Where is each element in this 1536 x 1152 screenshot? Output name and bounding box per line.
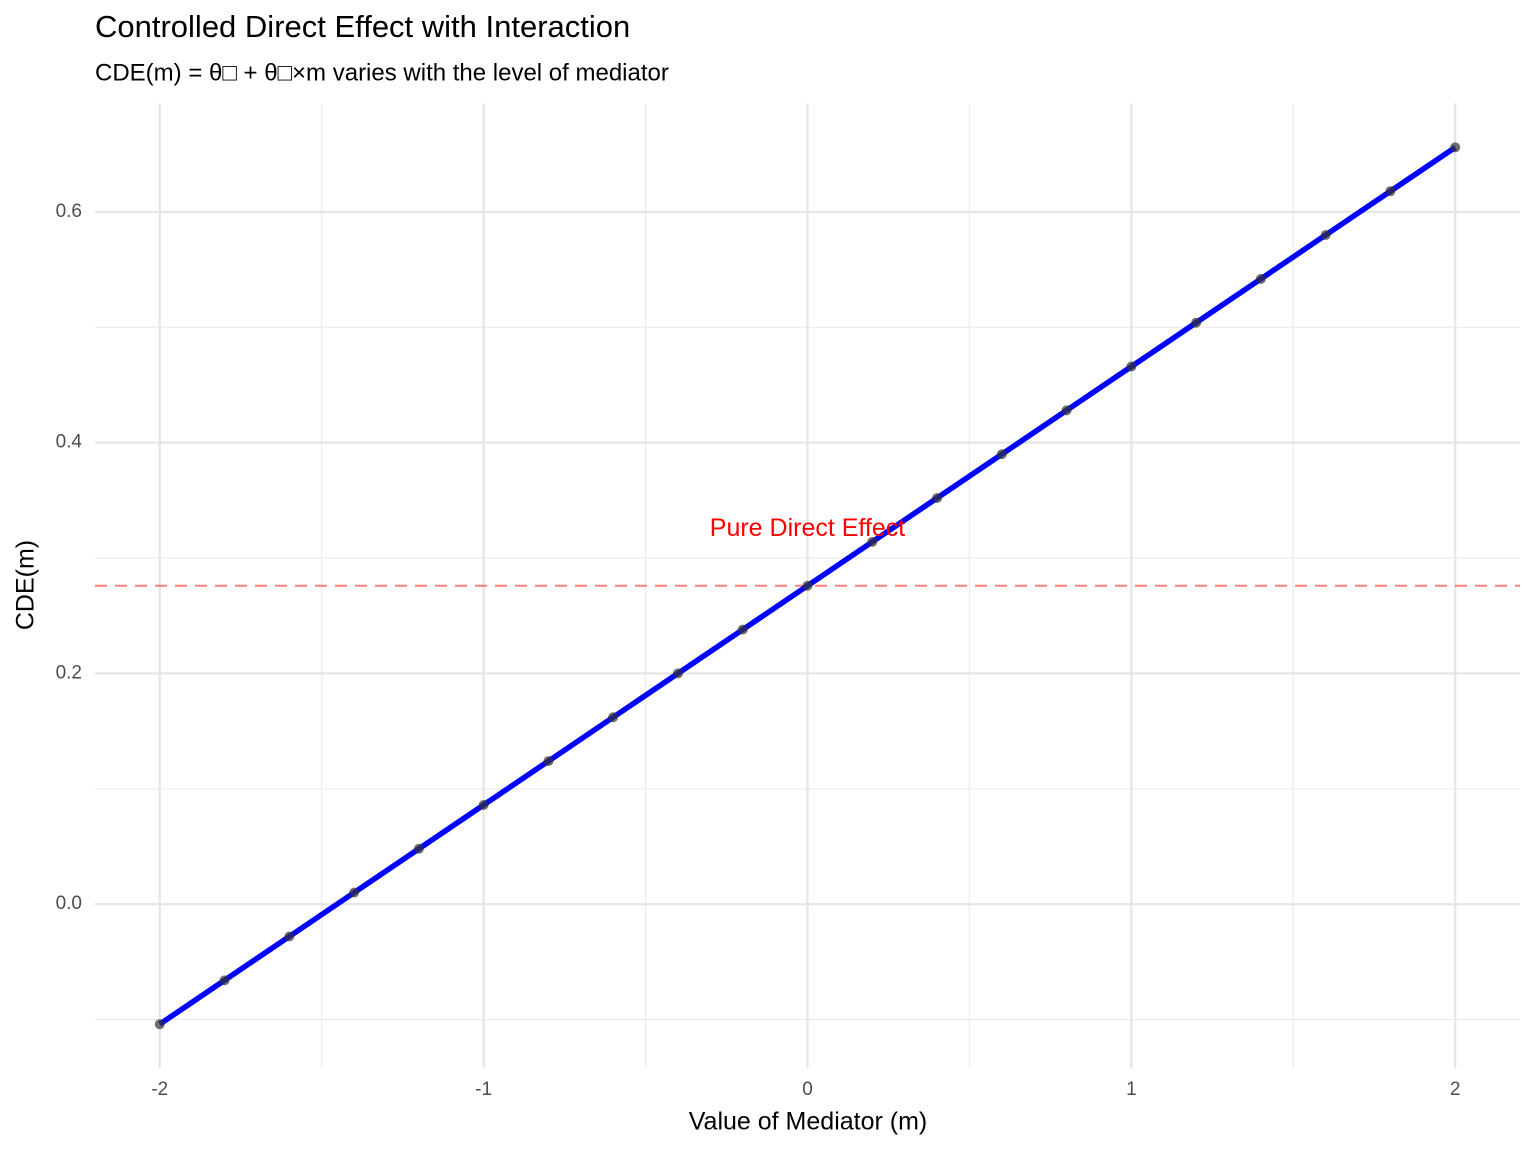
- y-tick-label: 0.6: [56, 201, 82, 222]
- y-axis-title: CDE(m): [12, 540, 40, 630]
- data-point: [219, 975, 230, 986]
- data-point: [1061, 405, 1072, 416]
- x-axis-title: Value of Mediator (m): [689, 1108, 928, 1136]
- data-point: [867, 536, 878, 547]
- x-tick-label: -1: [475, 1079, 492, 1100]
- data-point: [996, 449, 1007, 460]
- x-tick-label: 0: [802, 1079, 813, 1100]
- data-point: [154, 1019, 165, 1030]
- y-tick-label: 0.4: [56, 432, 83, 453]
- chart-subtitle: CDE(m) = θ□ + θ□×m varies with the level…: [95, 59, 669, 86]
- data-point: [932, 493, 943, 504]
- data-point: [1385, 186, 1396, 197]
- data-point: [1320, 230, 1331, 241]
- y-tick-label: 0.2: [56, 662, 82, 683]
- chart-title: Controlled Direct Effect with Interactio…: [95, 9, 630, 44]
- x-tick-label: 2: [1450, 1079, 1461, 1100]
- x-tick-label: 1: [1126, 1079, 1137, 1100]
- data-point: [543, 756, 554, 767]
- data-point: [608, 712, 619, 723]
- data-point: [478, 799, 489, 810]
- data-point: [1126, 361, 1137, 372]
- data-point: [349, 887, 360, 898]
- data-point: [1191, 317, 1202, 328]
- data-point: [737, 624, 748, 635]
- x-tick-label: -2: [151, 1079, 168, 1100]
- data-point: [802, 580, 813, 591]
- data-point: [413, 843, 424, 854]
- data-point: [1255, 273, 1266, 284]
- data-point: [672, 668, 683, 679]
- data-point: [1450, 142, 1461, 153]
- y-tick-label: 0.0: [56, 893, 82, 914]
- annotation: Pure Direct Effect: [710, 514, 906, 542]
- data-point: [284, 931, 295, 942]
